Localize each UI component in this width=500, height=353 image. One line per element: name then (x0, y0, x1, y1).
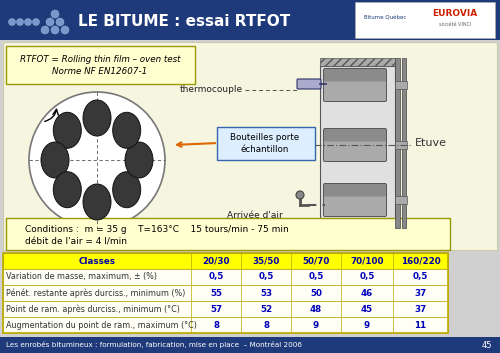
Text: société VINCI: société VINCI (439, 22, 471, 26)
Text: EUROVIA: EUROVIA (432, 8, 478, 18)
FancyBboxPatch shape (320, 66, 395, 228)
Text: 37: 37 (414, 288, 426, 298)
Text: 37: 37 (414, 305, 426, 313)
Text: 46: 46 (361, 288, 373, 298)
Ellipse shape (41, 142, 69, 178)
Ellipse shape (54, 112, 82, 148)
Circle shape (296, 191, 304, 199)
Text: Classes: Classes (78, 257, 116, 265)
FancyBboxPatch shape (216, 126, 314, 160)
FancyBboxPatch shape (3, 269, 448, 285)
FancyBboxPatch shape (3, 285, 448, 301)
Text: Variation de masse, maximum, ± (%): Variation de masse, maximum, ± (%) (6, 273, 157, 281)
FancyBboxPatch shape (324, 184, 386, 216)
Text: 0,5: 0,5 (258, 273, 274, 281)
FancyBboxPatch shape (0, 0, 500, 40)
Text: 50: 50 (310, 288, 322, 298)
FancyBboxPatch shape (324, 129, 386, 142)
Text: 35/50: 35/50 (252, 257, 280, 265)
Text: 45: 45 (361, 305, 373, 313)
FancyBboxPatch shape (395, 196, 407, 204)
Circle shape (61, 26, 69, 34)
Text: 45: 45 (482, 341, 492, 349)
Text: 70/100: 70/100 (350, 257, 384, 265)
FancyBboxPatch shape (324, 68, 386, 102)
FancyBboxPatch shape (402, 58, 406, 228)
Text: 160/220: 160/220 (400, 257, 440, 265)
Text: Etuve: Etuve (415, 138, 447, 148)
FancyBboxPatch shape (324, 184, 386, 197)
Text: Les enrobés bitumineux : formulation, fabrication, mise en place  – Montréal 200: Les enrobés bitumineux : formulation, fa… (6, 341, 302, 348)
FancyBboxPatch shape (297, 79, 321, 89)
Text: Pénét. restante après durciss., minimum (%): Pénét. restante après durciss., minimum … (6, 288, 186, 298)
Circle shape (51, 10, 59, 18)
FancyBboxPatch shape (3, 42, 497, 250)
FancyBboxPatch shape (324, 128, 386, 162)
FancyBboxPatch shape (324, 69, 386, 82)
Ellipse shape (112, 172, 140, 208)
Ellipse shape (54, 172, 82, 208)
Ellipse shape (112, 112, 140, 148)
FancyBboxPatch shape (395, 58, 400, 228)
Ellipse shape (83, 184, 111, 220)
Text: 0,5: 0,5 (308, 273, 324, 281)
Text: 0,5: 0,5 (413, 273, 428, 281)
Text: thermocouple: thermocouple (180, 85, 243, 95)
Text: 8: 8 (263, 321, 269, 329)
Ellipse shape (83, 100, 111, 136)
Ellipse shape (125, 142, 153, 178)
Text: 57: 57 (210, 305, 222, 313)
FancyBboxPatch shape (3, 301, 448, 317)
Text: Bitume Québec: Bitume Québec (364, 16, 406, 20)
Text: Conditions :  m = 35 g    T=163°C    15 tours/min - 75 min: Conditions : m = 35 g T=163°C 15 tours/m… (25, 226, 289, 234)
Text: 52: 52 (260, 305, 272, 313)
FancyBboxPatch shape (0, 337, 500, 353)
Text: débit de l'air = 4 l/min: débit de l'air = 4 l/min (25, 238, 127, 246)
Circle shape (32, 18, 40, 25)
Circle shape (46, 18, 54, 26)
Text: 53: 53 (260, 288, 272, 298)
Circle shape (24, 18, 32, 25)
Text: 0,5: 0,5 (360, 273, 374, 281)
Text: 8: 8 (213, 321, 219, 329)
Text: Bouteilles porte: Bouteilles porte (230, 133, 300, 143)
FancyBboxPatch shape (3, 317, 448, 333)
Text: RTFOT = Rolling thin film – oven test: RTFOT = Rolling thin film – oven test (20, 54, 180, 64)
FancyBboxPatch shape (395, 141, 407, 149)
Text: 11: 11 (414, 321, 426, 329)
Text: 0,5: 0,5 (208, 273, 224, 281)
Text: LE BITUME : essai RTFOT: LE BITUME : essai RTFOT (78, 14, 290, 30)
Text: 20/30: 20/30 (202, 257, 230, 265)
FancyBboxPatch shape (320, 58, 395, 66)
Text: Point de ram. après durciss., minimum (°C): Point de ram. après durciss., minimum (°… (6, 304, 180, 314)
Text: 9: 9 (313, 321, 319, 329)
FancyBboxPatch shape (395, 81, 407, 89)
Text: 50/70: 50/70 (302, 257, 330, 265)
Circle shape (56, 18, 64, 26)
Text: échantillon: échantillon (241, 144, 289, 154)
Text: 55: 55 (210, 288, 222, 298)
FancyBboxPatch shape (3, 253, 448, 269)
FancyBboxPatch shape (355, 2, 495, 38)
Circle shape (8, 18, 16, 25)
Text: 9: 9 (364, 321, 370, 329)
Circle shape (16, 18, 24, 25)
Text: 48: 48 (310, 305, 322, 313)
FancyBboxPatch shape (6, 218, 450, 250)
Circle shape (51, 26, 59, 34)
Circle shape (41, 26, 49, 34)
Text: Arrivée d'air: Arrivée d'air (227, 210, 283, 220)
Text: Augmentation du point de ram., maximum (°C): Augmentation du point de ram., maximum (… (6, 321, 197, 329)
FancyBboxPatch shape (6, 46, 195, 84)
Text: Norme NF EN12607-1: Norme NF EN12607-1 (52, 67, 148, 77)
Circle shape (29, 92, 165, 228)
